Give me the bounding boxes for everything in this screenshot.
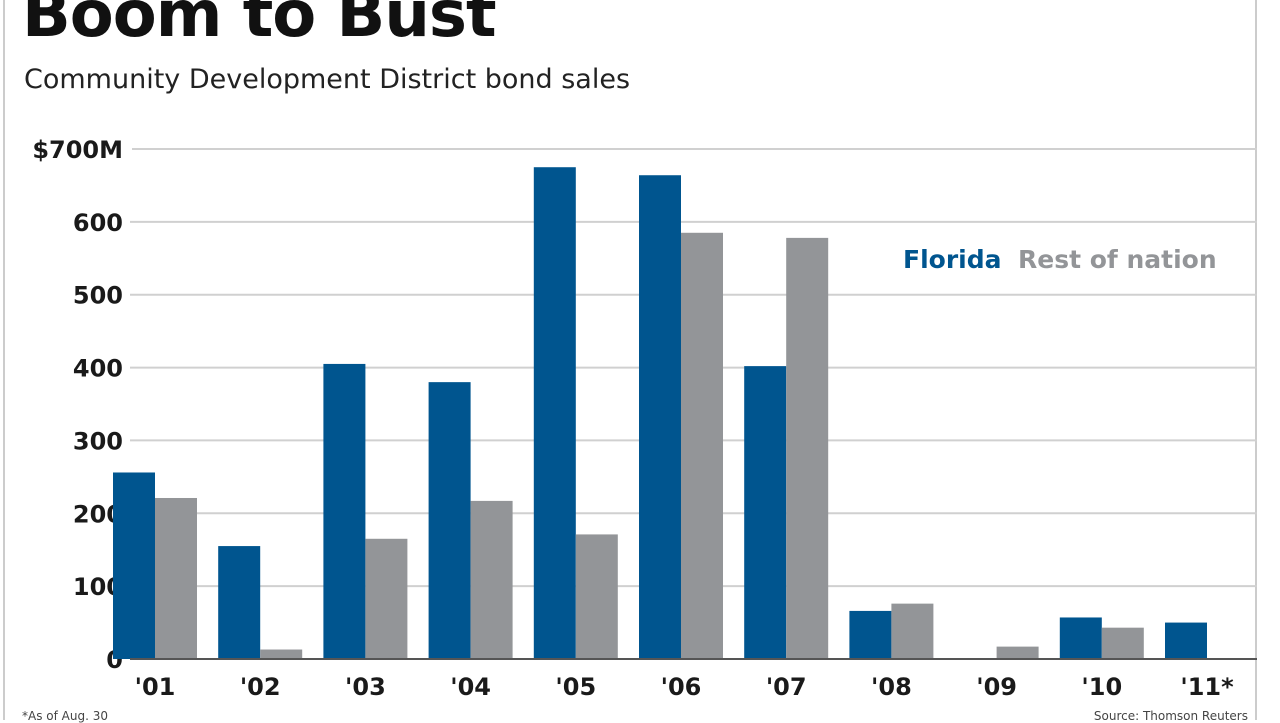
bar-florida [218, 546, 261, 659]
bar-rest-of-nation [470, 500, 513, 659]
legend-florida: Florida [903, 245, 1002, 274]
bar-rest-of-nation [786, 237, 829, 659]
bar-rest-of-nation [1101, 627, 1144, 659]
frame [3, 0, 1257, 720]
bar-florida [428, 382, 471, 659]
bar-rest-of-nation [681, 232, 723, 660]
y-tick-label: 400 [73, 355, 123, 383]
x-tick-label: '05 [555, 673, 596, 701]
bar-florida [1165, 622, 1207, 659]
bar-florida [323, 363, 366, 659]
y-tick-label: 600 [73, 209, 123, 237]
x-tick-label: '04 [450, 673, 491, 701]
footnote: *As of Aug. 30 [22, 709, 108, 723]
chart-title: Boom to Bust [22, 0, 497, 52]
bar-rest-of-nation [155, 497, 197, 659]
bar-florida [849, 610, 892, 659]
y-tick-label: 500 [73, 282, 123, 310]
bar-florida [639, 175, 681, 659]
source-note: Source: Thomson Reuters [1093, 709, 1248, 723]
bar-rest-of-nation [260, 649, 303, 659]
bar-florida [113, 472, 155, 659]
bar-florida [1059, 617, 1102, 659]
bar-rest-of-nation [575, 534, 618, 659]
bar-florida [533, 167, 576, 659]
x-tick-label: '02 [240, 673, 281, 701]
bar-rest-of-nation [891, 603, 934, 659]
bar-rest-of-nation [365, 538, 408, 659]
x-tick-label: '08 [871, 673, 912, 701]
x-tick-label: '06 [661, 673, 702, 701]
chart-subtitle: Community Development District bond sale… [24, 64, 631, 95]
legend-rest-of-nation: Rest of nation [1018, 245, 1217, 274]
x-tick-label: '10 [1081, 673, 1122, 701]
x-tick-label: '01 [135, 673, 176, 701]
y-tick-label: $700M [32, 136, 123, 164]
x-tick-label: '03 [345, 673, 386, 701]
x-tick-label: '09 [976, 673, 1017, 701]
bar-rest-of-nation [996, 646, 1039, 659]
y-tick-label: 300 [73, 427, 123, 455]
bar-florida [744, 366, 787, 659]
x-tick-label: '07 [766, 673, 807, 701]
x-tick-label: '11* [1180, 673, 1234, 701]
